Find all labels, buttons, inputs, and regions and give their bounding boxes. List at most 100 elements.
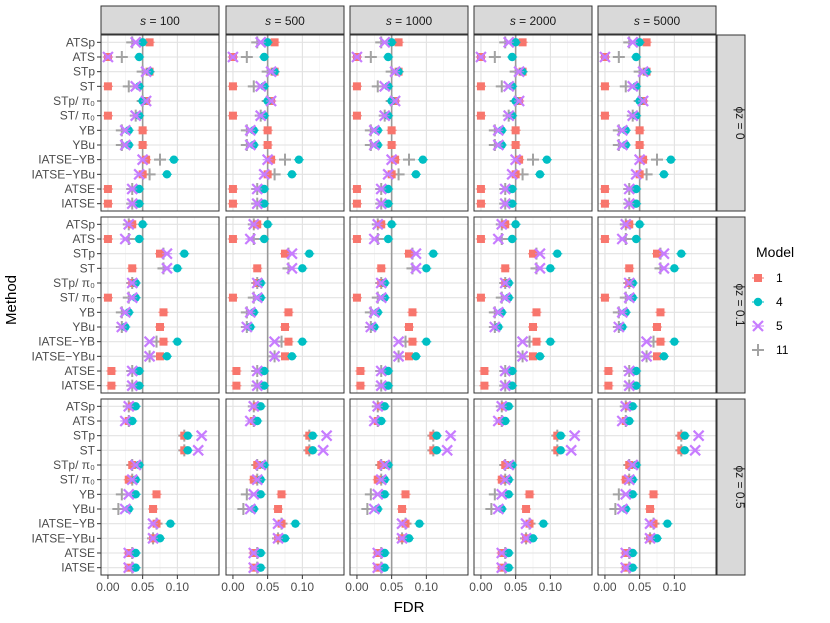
point-model-1 xyxy=(228,185,237,193)
point-model-5 xyxy=(122,561,135,574)
point-model-5 xyxy=(365,321,377,333)
point-model-5 xyxy=(251,365,264,377)
point-model-4 xyxy=(539,519,548,528)
point-model-5 xyxy=(619,561,632,574)
point-model-4 xyxy=(305,249,314,258)
point-model-4 xyxy=(253,416,262,426)
point-model-4 xyxy=(294,155,304,164)
point-model-5 xyxy=(658,262,670,275)
y-tick-label: ST/ π₀ xyxy=(60,473,95,487)
column-strip-box xyxy=(473,5,593,35)
column-strip-box xyxy=(597,5,717,35)
point-model-5 xyxy=(241,321,253,333)
point-model-1 xyxy=(270,38,279,47)
point-model-1 xyxy=(604,367,613,375)
point-model-5 xyxy=(492,415,505,427)
point-model-4 xyxy=(659,170,669,179)
point-model-5 xyxy=(495,488,508,501)
point-model-4 xyxy=(677,249,686,258)
point-model-4 xyxy=(138,38,147,47)
panel-border xyxy=(597,398,717,576)
point-model-5 xyxy=(136,153,149,166)
point-model-5 xyxy=(195,429,208,442)
y-tick-label: YB xyxy=(79,123,95,137)
point-model-1 xyxy=(377,264,386,273)
point-model-5 xyxy=(247,488,260,501)
point-model-4 xyxy=(134,199,144,208)
point-model-1 xyxy=(642,38,651,47)
point-model-5 xyxy=(143,350,156,363)
point-model-5 xyxy=(119,503,132,515)
point-model-1 xyxy=(103,185,112,193)
point-model-5 xyxy=(616,124,629,137)
point-model-5 xyxy=(102,51,114,63)
point-model-4 xyxy=(422,337,431,346)
point-model-5 xyxy=(492,124,505,137)
y-tick-label: ST xyxy=(80,261,96,275)
point-model-5 xyxy=(502,80,515,93)
point-model-5 xyxy=(619,547,632,559)
point-model-5 xyxy=(640,350,653,363)
point-model-5 xyxy=(265,95,277,107)
y-tick-label: IATSE−YB xyxy=(38,153,95,167)
point-model-5 xyxy=(509,153,522,166)
point-model-1 xyxy=(277,490,286,499)
point-model-5 xyxy=(129,80,142,93)
point-model-1 xyxy=(352,235,361,243)
point-model-4 xyxy=(259,234,269,244)
point-model-4 xyxy=(546,264,555,273)
point-model-1 xyxy=(522,505,531,513)
point-model-5 xyxy=(637,65,649,78)
point-model-1 xyxy=(600,199,609,208)
point-model-5 xyxy=(623,291,636,304)
point-model-5 xyxy=(251,277,264,289)
point-model-5 xyxy=(502,459,515,471)
point-model-5 xyxy=(492,139,505,151)
point-model-1 xyxy=(511,141,520,149)
point-model-5 xyxy=(516,335,529,348)
point-model-5 xyxy=(126,277,139,289)
row-strip-1: ϕz = 0.1 xyxy=(716,216,747,394)
point-model-5 xyxy=(375,365,388,377)
y-tick-label: YBu xyxy=(72,138,95,152)
point-model-5 xyxy=(251,197,264,210)
legend: Model 1 4 5 11 xyxy=(752,244,794,357)
x-tick-label: 0.05 xyxy=(504,580,528,594)
point-model-4 xyxy=(259,184,269,194)
panel-r2-c2 xyxy=(349,398,469,576)
point-model-5 xyxy=(371,218,384,231)
point-model-4 xyxy=(131,402,140,411)
point-model-4 xyxy=(631,234,641,244)
column-strip-1: s = 500 xyxy=(225,5,345,35)
point-model-4 xyxy=(511,38,520,47)
point-model-5 xyxy=(126,291,139,304)
point-model-5 xyxy=(122,547,135,559)
point-model-4 xyxy=(628,402,637,411)
column-strip-label: s = 5000 xyxy=(634,14,681,28)
point-model-5 xyxy=(126,365,139,377)
point-model-5 xyxy=(227,51,239,63)
point-model-5 xyxy=(268,335,281,348)
point-model-1 xyxy=(156,352,164,361)
point-model-4 xyxy=(134,52,144,62)
point-model-4 xyxy=(625,416,634,426)
point-model-5 xyxy=(616,503,629,515)
row-strips: ϕz = 0 ϕz = 0.1 ϕz = 0.5 xyxy=(716,34,747,576)
point-model-5 xyxy=(389,65,401,78)
point-model-1 xyxy=(356,367,365,375)
panel-r2-c0 xyxy=(100,398,220,576)
point-model-1 xyxy=(228,82,237,91)
point-model-5 xyxy=(258,168,270,181)
point-model-1 xyxy=(405,352,413,361)
point-model-1 xyxy=(476,235,485,243)
point-model-5 xyxy=(392,350,405,363)
panel-r2-c4 xyxy=(597,398,717,576)
point-model-5 xyxy=(119,415,132,427)
point-model-5 xyxy=(616,139,629,151)
y-tick-label: ATS xyxy=(73,414,95,428)
point-model-5 xyxy=(161,262,173,275)
y-tick-label: IATSE xyxy=(61,379,95,393)
point-model-5 xyxy=(520,517,532,530)
point-model-1 xyxy=(274,505,283,513)
